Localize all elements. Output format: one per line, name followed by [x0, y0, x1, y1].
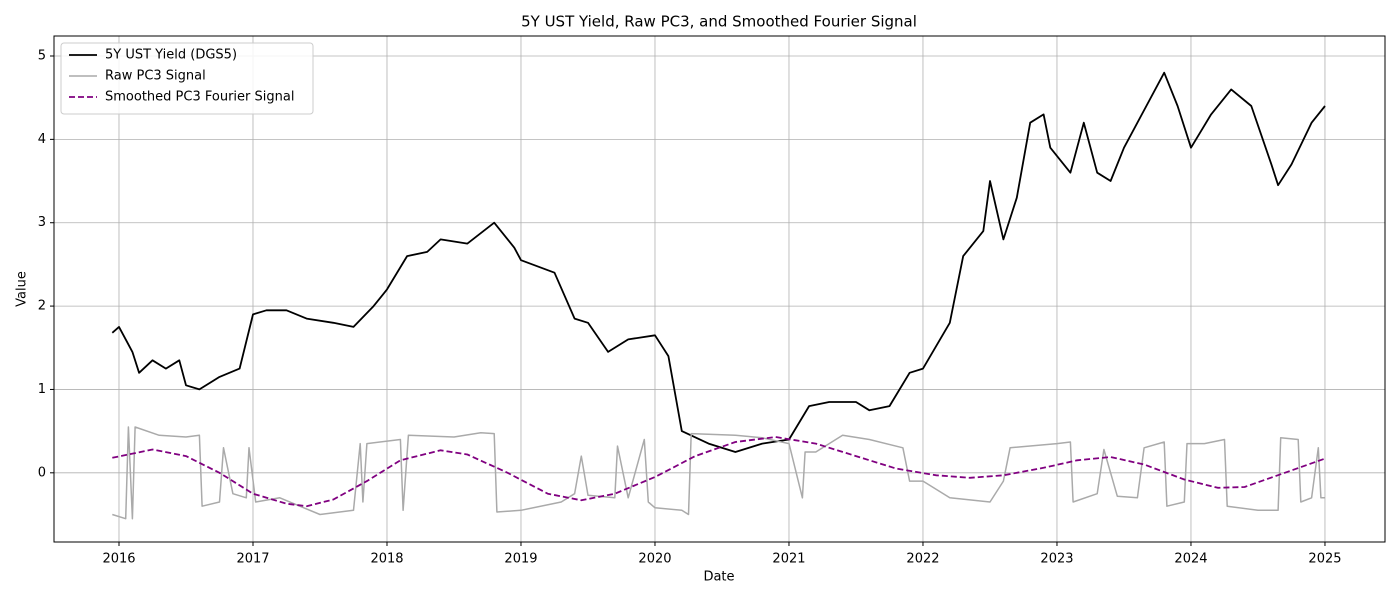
- x-tick-label: 2017: [236, 552, 269, 567]
- chart-title: 5Y UST Yield, Raw PC3, and Smoothed Four…: [521, 13, 917, 31]
- y-tick-label: 5: [38, 49, 46, 64]
- legend-label: 5Y UST Yield (DGS5): [105, 48, 237, 63]
- x-tick-label: 2022: [906, 552, 939, 567]
- x-tick-label: 2025: [1308, 552, 1341, 567]
- series-line: [112, 426, 1325, 520]
- x-tick-label: 2020: [638, 552, 671, 567]
- x-tick-label: 2023: [1040, 552, 1073, 567]
- series-line: [111, 71, 1326, 453]
- legend-box: [60, 42, 314, 115]
- x-tick-label: 2024: [1174, 552, 1207, 567]
- x-tick-label: 2016: [102, 552, 135, 567]
- x-tick-label: 2019: [504, 552, 537, 567]
- y-tick-label: 1: [38, 382, 46, 397]
- legend-label: Raw PC3 Signal: [105, 69, 206, 84]
- y-axis-label: Value: [15, 271, 30, 307]
- x-axis-label: Date: [703, 570, 734, 585]
- x-tick-label: 2018: [370, 552, 403, 567]
- x-tick-label: 2021: [772, 552, 805, 567]
- series-line: [112, 436, 1326, 508]
- plot-frame: [53, 35, 1386, 543]
- legend-label: Smoothed PC3 Fourier Signal: [105, 90, 294, 105]
- y-tick-label: 3: [38, 215, 46, 230]
- y-tick-label: 4: [38, 132, 46, 147]
- y-tick-label: 2: [38, 299, 46, 314]
- legend: 5Y UST Yield (DGS5) Raw PC3 Signal Smoothe…: [60, 42, 314, 115]
- y-tick-label: 0: [38, 465, 46, 480]
